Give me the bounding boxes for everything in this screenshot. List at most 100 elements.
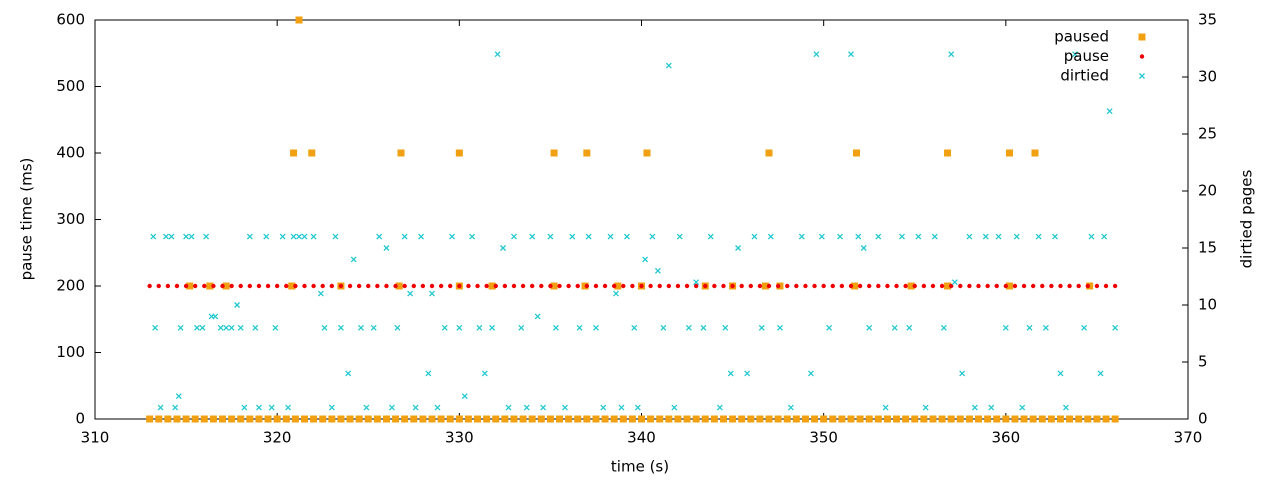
y2-tick-label: 0 [1198, 410, 1208, 428]
point [727, 370, 734, 377]
point [420, 283, 426, 289]
point [988, 404, 995, 411]
point [649, 233, 656, 240]
point [630, 283, 635, 289]
point [801, 415, 809, 423]
point [246, 233, 253, 240]
y-tick-label: 200 [56, 277, 85, 295]
point [820, 415, 828, 423]
point [639, 283, 644, 289]
point [220, 283, 225, 289]
point [1112, 324, 1119, 331]
point [575, 283, 580, 289]
point [1088, 233, 1095, 240]
point [247, 283, 253, 289]
point [489, 324, 496, 331]
point [938, 415, 946, 423]
point [401, 233, 408, 240]
point [295, 16, 303, 24]
point [1030, 283, 1036, 289]
point [1038, 415, 1046, 423]
point [607, 233, 614, 240]
point [203, 233, 210, 240]
point [550, 149, 558, 157]
y-tick-label: 300 [56, 210, 85, 228]
point [1062, 404, 1069, 411]
point [613, 290, 619, 297]
point [1040, 283, 1045, 289]
point [683, 415, 691, 423]
point [219, 415, 227, 423]
point [837, 233, 844, 240]
point [199, 324, 206, 331]
x-tick-label: 310 [81, 429, 110, 447]
point [765, 415, 773, 423]
point [735, 245, 742, 251]
point [206, 282, 214, 290]
point [273, 415, 281, 423]
point [511, 283, 517, 289]
point [675, 283, 681, 289]
point [212, 313, 219, 320]
point [308, 149, 316, 157]
point [493, 283, 498, 289]
point [1094, 283, 1100, 289]
point [930, 283, 936, 289]
point [583, 415, 591, 423]
point [614, 282, 622, 290]
y-axis-label: pause time (ms) [18, 158, 36, 281]
point [290, 149, 298, 157]
point [716, 404, 723, 411]
point [418, 233, 425, 240]
point [975, 415, 983, 423]
point [643, 149, 651, 157]
point [911, 415, 919, 423]
point [392, 415, 400, 423]
point [602, 283, 608, 289]
point [510, 415, 518, 423]
point [583, 149, 591, 157]
point [1111, 415, 1119, 423]
point [839, 283, 845, 289]
point [146, 415, 154, 423]
point [618, 404, 625, 411]
point [621, 283, 626, 289]
point [830, 283, 835, 289]
point [530, 283, 535, 289]
point [152, 324, 159, 331]
point [255, 415, 263, 423]
point [370, 324, 377, 331]
point [1084, 415, 1092, 423]
point [906, 324, 913, 331]
point [484, 283, 489, 289]
y2-axis-label: dirtied pages [1238, 169, 1256, 268]
point [867, 283, 872, 289]
point [1085, 283, 1091, 289]
point [813, 51, 820, 58]
point [701, 415, 709, 423]
point [437, 415, 445, 423]
point [948, 283, 954, 289]
legend-marker [1139, 73, 1145, 79]
point [150, 233, 157, 240]
point [965, 415, 973, 423]
point [971, 404, 978, 411]
point [272, 324, 279, 331]
point [401, 415, 409, 423]
point [429, 283, 435, 289]
point [1103, 283, 1109, 289]
point [192, 283, 198, 289]
point [1012, 283, 1018, 289]
point [944, 282, 952, 290]
legend-label: pause [1064, 47, 1109, 65]
point [172, 404, 179, 411]
plot-frame [94, 19, 1189, 420]
point [826, 324, 833, 331]
point [438, 283, 444, 289]
legend-marker [1139, 54, 1145, 59]
point [893, 415, 901, 423]
point [562, 404, 568, 411]
point [456, 324, 463, 331]
